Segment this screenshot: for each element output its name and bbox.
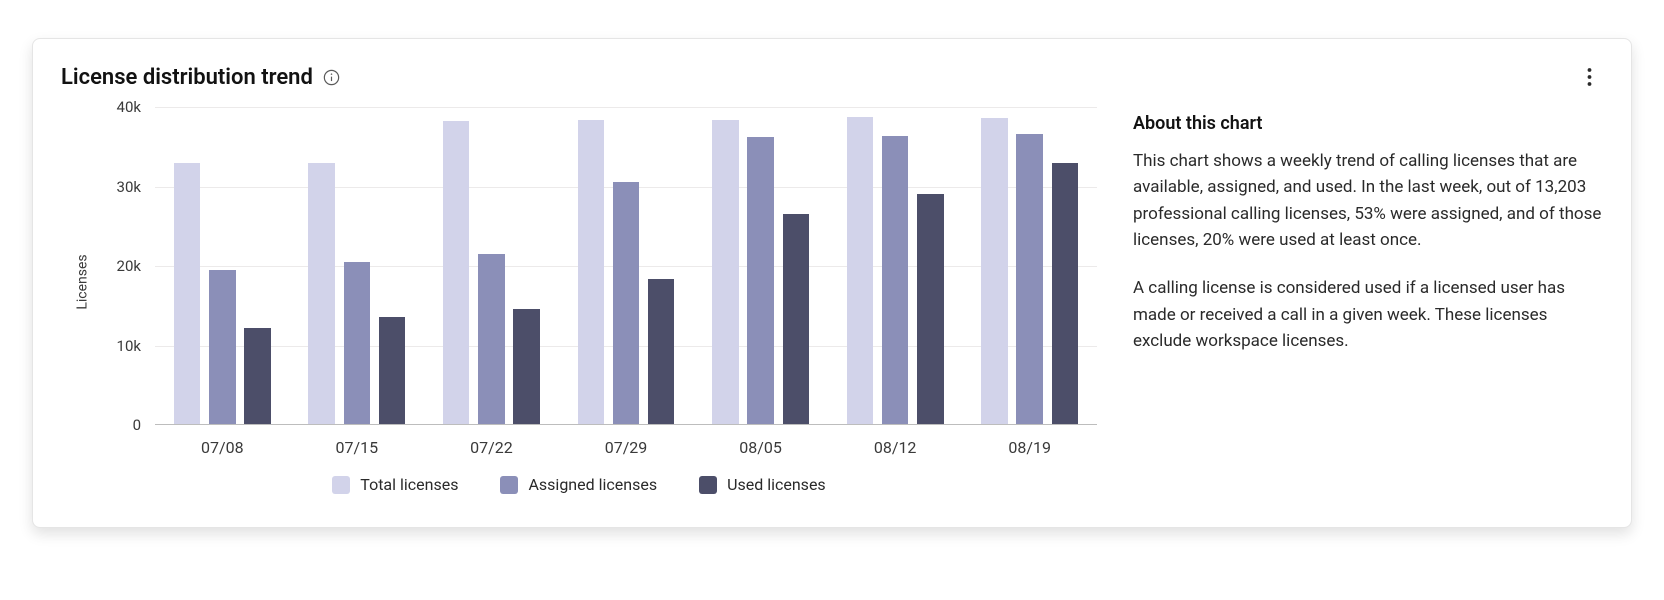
- x-axis-labels: 07/08 07/15 07/22 07/29 08/05 08/12 08/19: [155, 429, 1097, 457]
- bar-total: [443, 121, 469, 425]
- y-tick-label: 30k: [95, 178, 141, 196]
- legend-item-assigned[interactable]: Assigned licenses: [500, 475, 657, 494]
- chart-legend: Total licenses Assigned licenses Used lice…: [61, 475, 1097, 494]
- bar-group: [578, 107, 675, 425]
- y-axis-title: Licenses: [75, 254, 91, 309]
- legend-item-used[interactable]: Used licenses: [699, 475, 826, 494]
- more-options-button[interactable]: [1575, 63, 1603, 91]
- title-wrap: License distribution trend: [61, 65, 341, 90]
- legend-label: Total licenses: [360, 475, 458, 494]
- legend-swatch: [332, 476, 350, 494]
- legend-swatch: [699, 476, 717, 494]
- bar-used: [513, 309, 539, 425]
- bar-group: [981, 107, 1078, 425]
- bar-used: [244, 328, 270, 425]
- y-tick-label: 0: [95, 416, 141, 434]
- y-axis-labels: 010k20k30k40k: [101, 107, 147, 425]
- bar-total: [712, 120, 738, 425]
- bar-used: [917, 194, 943, 425]
- bar-total: [847, 117, 873, 425]
- bar-used: [379, 317, 405, 425]
- bar-total: [174, 163, 200, 425]
- bar-group: [847, 107, 944, 425]
- bar-used: [648, 279, 674, 425]
- bar-assigned: [882, 136, 908, 425]
- license-distribution-card: License distribution trend Licenses 010k…: [32, 38, 1632, 528]
- bar-assigned: [1016, 134, 1042, 425]
- bar-assigned: [747, 137, 773, 425]
- card-body: Licenses 010k20k30k40k 07/0807/1507/2207…: [61, 107, 1603, 494]
- bar-group: [174, 107, 271, 425]
- bar-group: [443, 107, 540, 425]
- x-tick-label: 08/05: [739, 438, 782, 457]
- about-text: This chart shows a weekly trend of calli…: [1133, 148, 1603, 354]
- x-tick-label: 08/12: [874, 438, 917, 457]
- card-header: License distribution trend: [61, 61, 1603, 93]
- about-panel: About this chart This chart shows a week…: [1133, 107, 1603, 494]
- bar-assigned: [478, 254, 504, 425]
- legend-swatch: [500, 476, 518, 494]
- bar-assigned: [613, 182, 639, 425]
- bar-total: [981, 118, 1007, 425]
- about-paragraph-2: A calling license is considered used if …: [1133, 275, 1603, 354]
- x-tick-label: 07/08: [201, 438, 244, 457]
- x-tick-label: 07/22: [470, 438, 513, 457]
- info-icon[interactable]: [323, 68, 341, 86]
- x-axis-line: [155, 424, 1097, 425]
- legend-label: Assigned licenses: [528, 475, 657, 494]
- bar-used: [783, 214, 809, 425]
- bar-group: [712, 107, 809, 425]
- bar-assigned: [344, 262, 370, 425]
- x-tick-label: 08/19: [1008, 438, 1051, 457]
- y-tick-label: 10k: [95, 337, 141, 355]
- about-heading: About this chart: [1133, 113, 1603, 134]
- plot-area: [155, 107, 1097, 425]
- y-tick-label: 40k: [95, 98, 141, 116]
- bar-assigned: [209, 270, 235, 425]
- bars: [155, 107, 1097, 425]
- x-tick-label: 07/29: [605, 438, 648, 457]
- about-paragraph-1: This chart shows a weekly trend of calli…: [1133, 148, 1603, 253]
- chart-wrap: Licenses 010k20k30k40k 07/0807/1507/2207…: [61, 107, 1097, 494]
- x-tick-label: 07/15: [336, 438, 379, 457]
- y-tick-label: 20k: [95, 257, 141, 275]
- bar-total: [308, 163, 334, 425]
- chart-area: Licenses 010k20k30k40k 07/0807/1507/2207…: [61, 107, 1097, 457]
- legend-item-total[interactable]: Total licenses: [332, 475, 458, 494]
- legend-label: Used licenses: [727, 475, 826, 494]
- bar-used: [1052, 163, 1078, 425]
- kebab-menu-icon: [1587, 67, 1592, 87]
- bar-total: [578, 120, 604, 425]
- card-title: License distribution trend: [61, 65, 313, 90]
- bar-group: [308, 107, 405, 425]
